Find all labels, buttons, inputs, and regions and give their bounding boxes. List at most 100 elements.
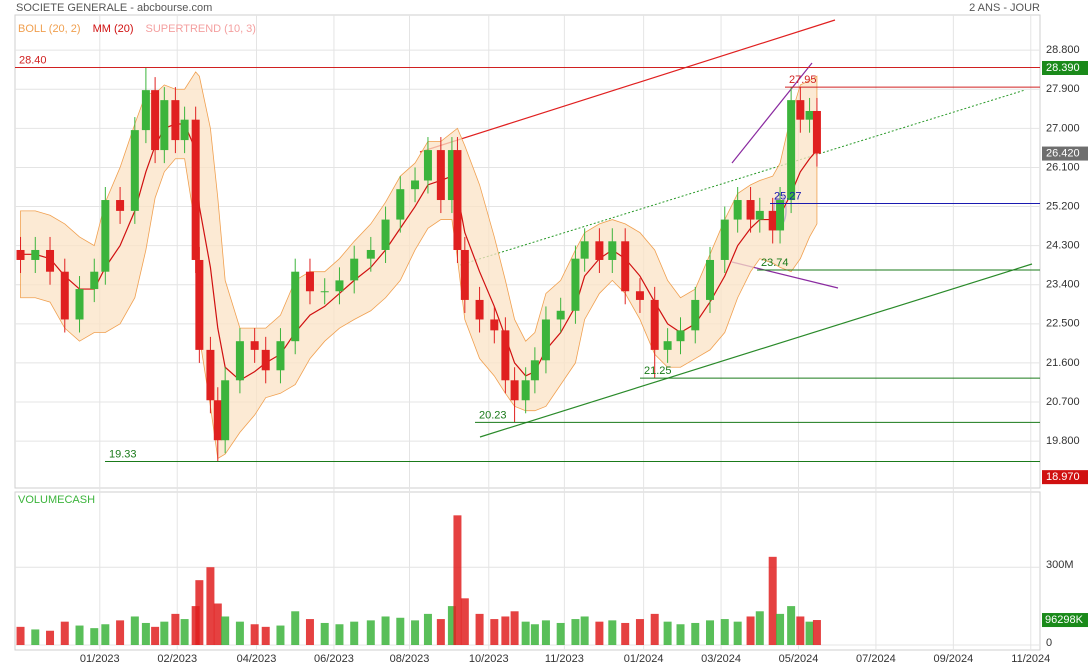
volume-bar [768, 556, 777, 645]
volume-bar [60, 621, 69, 645]
candle-body [608, 241, 617, 260]
volume-bar [787, 606, 796, 645]
y-tick-label: 25.200 [1046, 200, 1080, 212]
level-label: 19.33 [109, 448, 137, 460]
volume-bar [755, 611, 764, 645]
x-tick-label: 04/2023 [237, 653, 277, 665]
candle-body [746, 200, 755, 220]
candle-body [116, 200, 125, 211]
candle-body [90, 271, 99, 290]
y-tick-label: 23.400 [1046, 279, 1080, 291]
level-label: 23.74 [761, 257, 789, 269]
candle-body [541, 319, 550, 361]
candle-body [510, 380, 519, 401]
candle-body [423, 150, 432, 181]
candle-body [776, 200, 785, 231]
volume-bar [320, 622, 329, 645]
x-tick-label: 02/2023 [157, 653, 197, 665]
volume-bar [160, 621, 169, 645]
candle-body [60, 271, 69, 320]
volume-bar [250, 624, 259, 645]
y-tick-label: 22.500 [1046, 318, 1080, 330]
volume-bar [195, 580, 204, 645]
volume-bar [776, 613, 785, 645]
candle-body [350, 258, 359, 281]
candle-body [733, 200, 742, 220]
level-label: 28.40 [19, 54, 47, 66]
candle-body [580, 241, 589, 259]
volume-bar [366, 620, 375, 645]
volume-bar [676, 624, 685, 645]
volume-bar [46, 630, 55, 645]
volume-bar [16, 626, 25, 645]
volume-panel [14, 491, 1041, 651]
volume-bar [291, 611, 300, 645]
candle-body [151, 90, 160, 151]
volume-badge-label: 96298K [1045, 614, 1084, 626]
candle-body [621, 241, 630, 292]
candle-body [691, 299, 700, 331]
price-badge [1042, 146, 1088, 161]
price-badge [1042, 470, 1088, 485]
candle-body [720, 219, 729, 260]
x-tick-label: 01/2023 [80, 653, 120, 665]
volume-bar [116, 620, 125, 645]
volume-title: VOLUMECASH [18, 494, 95, 506]
volume-badge [1042, 613, 1088, 628]
volume-bar [423, 613, 432, 645]
volume-bar [691, 622, 700, 645]
x-tick-label: 11/2024 [1011, 653, 1050, 665]
y-tick-label: 19.800 [1046, 435, 1080, 447]
candle-body [475, 299, 484, 320]
volume-bar [453, 515, 462, 645]
volume-bar [733, 621, 742, 645]
volume-bar [213, 603, 222, 645]
candle-body [235, 341, 244, 381]
volume-bar [490, 619, 499, 645]
y-tick-label: 27.000 [1046, 122, 1080, 134]
y-tick-label: 300M [1046, 559, 1074, 571]
candle-body [320, 291, 329, 293]
volume-bar [635, 619, 644, 645]
trend-line [479, 263, 1033, 438]
volume-bar [595, 621, 604, 645]
x-tick-label: 03/2024 [701, 653, 741, 665]
volume-bar [396, 617, 405, 645]
volume-bar [261, 626, 270, 645]
y-tick-label: 26.100 [1046, 161, 1080, 173]
candle-body [490, 319, 499, 331]
volume-bar [521, 621, 530, 645]
candle-body [501, 330, 510, 381]
candle-body [250, 341, 259, 350]
candle-body [141, 90, 150, 131]
volume-bar [501, 616, 510, 645]
volume-bar [90, 628, 99, 645]
volume-bar [31, 629, 40, 645]
candle-body [706, 259, 715, 300]
price-badge-label: 18.970 [1046, 471, 1080, 483]
candle-body [755, 210, 764, 220]
x-tick-label: 10/2023 [469, 653, 509, 665]
volume-bar [812, 620, 821, 645]
candle-body [130, 130, 139, 211]
price-panel [14, 14, 1041, 489]
volume-bar [541, 620, 550, 645]
y-tick-label: 21.600 [1046, 357, 1080, 369]
candle-body [171, 100, 180, 141]
candle-body [635, 291, 644, 300]
volume-bar [621, 622, 630, 645]
candle-body [16, 249, 25, 260]
price-badge [1042, 60, 1088, 75]
candle-body [366, 249, 375, 259]
volume-bar [141, 622, 150, 645]
volume-bar [235, 621, 244, 645]
volume-bar [130, 616, 139, 645]
volume-bar [720, 619, 729, 645]
volume-bar [706, 620, 715, 645]
x-tick-label: 11/2023 [545, 653, 584, 665]
candle-body [180, 119, 189, 141]
bollinger-band [20, 71, 818, 460]
volume-bar [206, 567, 215, 645]
volume-bar [276, 625, 285, 645]
